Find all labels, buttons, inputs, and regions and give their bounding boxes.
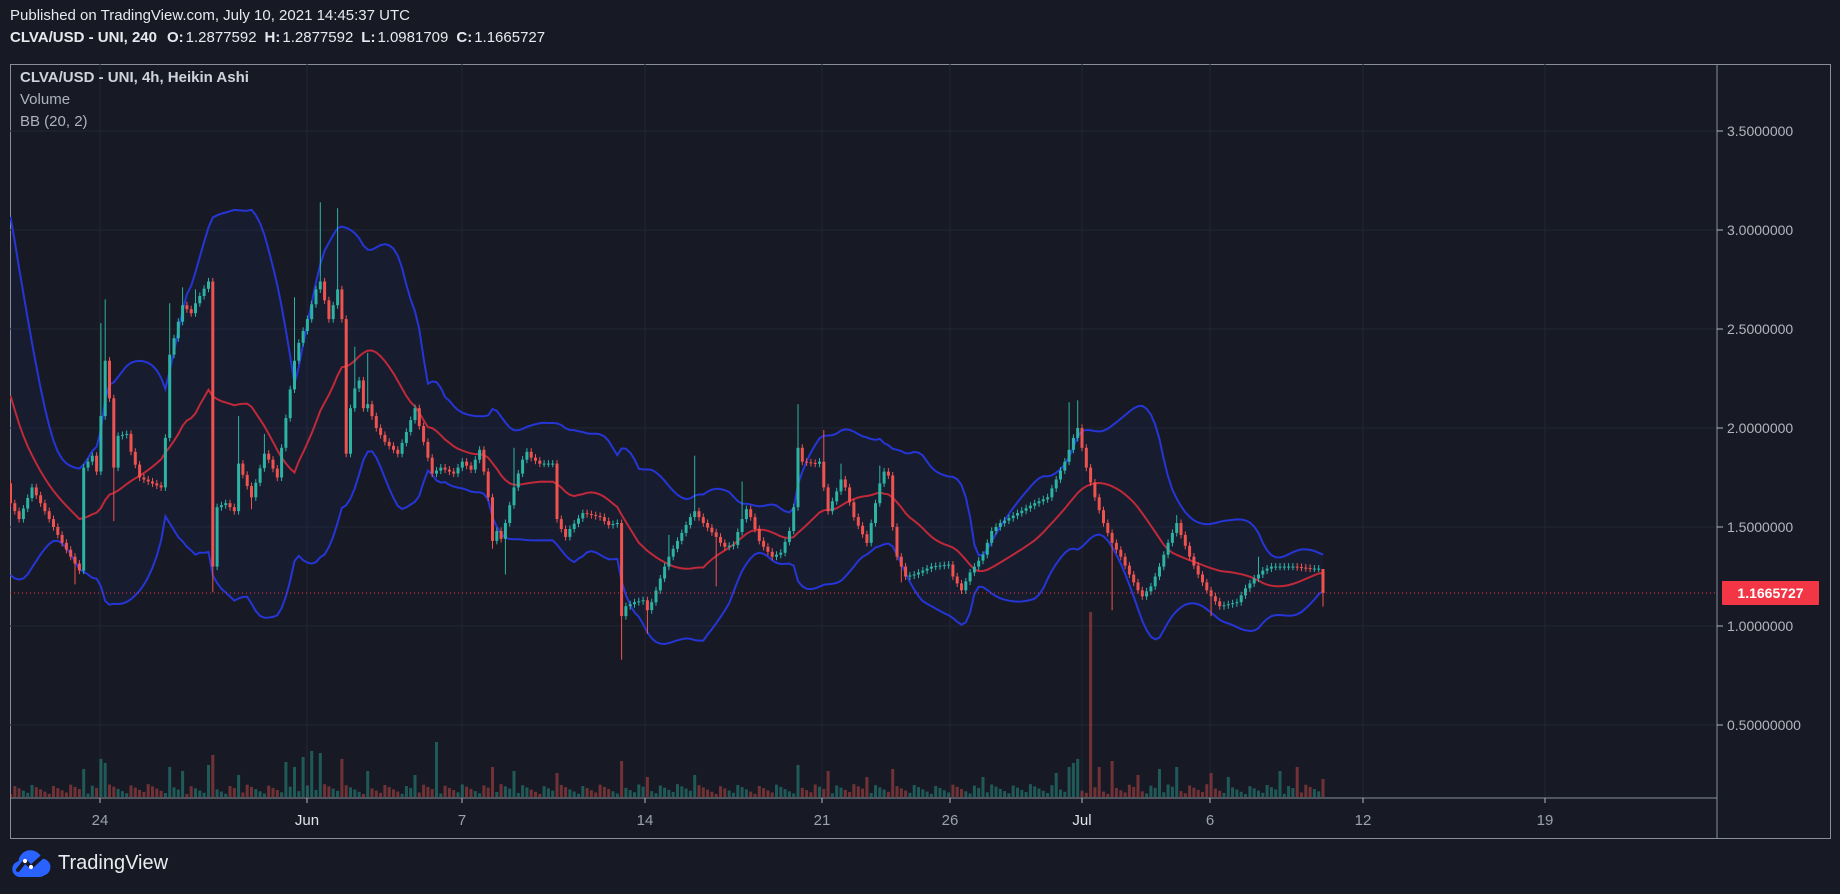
published-line: Published on TradingView.com, July 10, 2… (10, 7, 410, 24)
time-tick-label: 12 (1354, 812, 1372, 829)
legend-bb-indicator[interactable]: BB (20, 2) (20, 113, 88, 130)
price-tick-label: 2.5000000 (1727, 321, 1794, 337)
bb-basis-line (10, 349, 1324, 588)
price-tick-label: 3.5000000 (1727, 123, 1794, 139)
bb-fill (10, 209, 1323, 645)
symbol-ohlc-line: CLVA/USD - UNI, 240 O: 1.2877592 H: 1.287759… (10, 29, 547, 46)
time-tick-label: 14 (636, 812, 654, 829)
time-tick-label: Jul (1072, 812, 1092, 829)
time-tick-label: Jun (294, 812, 320, 829)
bb-lower-band (10, 450, 1324, 646)
tradingview-logo-icon[interactable] (12, 848, 52, 884)
open-value: 1.2877592 (185, 29, 257, 46)
price-tick-label: 1.5000000 (1727, 519, 1794, 535)
high-value: 1.2877592 (282, 29, 354, 46)
open-label: O: (166, 29, 184, 46)
last-price-badge: 1.1665727 (1722, 581, 1819, 605)
time-tick-label: 26 (941, 812, 959, 829)
low-value: 1.0981709 (377, 29, 449, 46)
close-value: 1.1665727 (474, 29, 546, 46)
price-tick-label: 0.50000000 (1727, 717, 1801, 733)
volume-bars (10, 612, 1325, 797)
time-tick-label: 21 (813, 812, 831, 829)
time-tick-label: 7 (457, 812, 467, 829)
heikin-ashi-candles (10, 202, 1325, 660)
plot-area[interactable] (9, 64, 1717, 798)
legend-symbol-title[interactable]: CLVA/USD - UNI, 4h, Heikin Ashi (20, 69, 249, 86)
footer-bar: TradingView (0, 839, 1840, 894)
low-label: L: (361, 29, 376, 46)
time-tick-label: 24 (91, 812, 109, 829)
price-tick-label: 2.0000000 (1727, 420, 1794, 436)
close-label: C: (456, 29, 473, 46)
legend-volume-indicator[interactable]: Volume (20, 91, 71, 108)
brand-name[interactable]: TradingView (58, 852, 169, 874)
bb-upper-band (10, 208, 1324, 559)
time-tick-label: 19 (1536, 812, 1554, 829)
price-tick-label: 3.0000000 (1727, 222, 1794, 238)
chart-frame (10, 64, 1831, 839)
symbol-title: CLVA/USD - UNI, 240 (10, 29, 157, 46)
time-tick-label: 6 (1205, 812, 1215, 829)
high-label: H: (264, 29, 281, 46)
price-tick-label: 1.0000000 (1727, 618, 1794, 634)
